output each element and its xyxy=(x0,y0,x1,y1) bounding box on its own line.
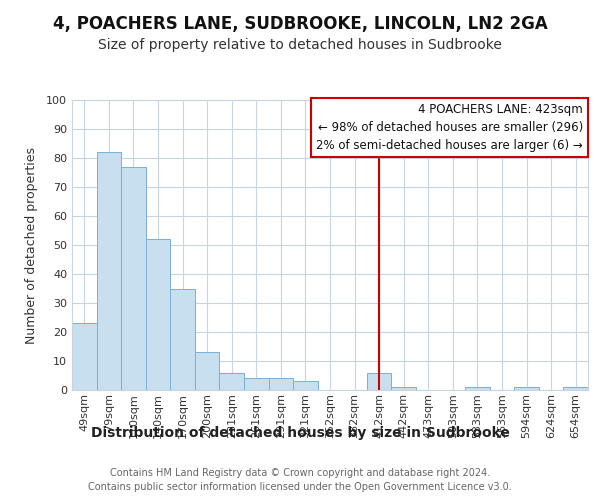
Bar xyxy=(146,239,170,390)
Bar xyxy=(293,382,318,390)
Text: Contains public sector information licensed under the Open Government Licence v3: Contains public sector information licen… xyxy=(88,482,512,492)
Bar xyxy=(72,324,97,390)
Bar xyxy=(563,387,588,390)
Bar xyxy=(170,288,195,390)
Bar xyxy=(97,152,121,390)
Bar xyxy=(514,387,539,390)
Y-axis label: Number of detached properties: Number of detached properties xyxy=(25,146,38,344)
Text: 4, POACHERS LANE, SUDBROOKE, LINCOLN, LN2 2GA: 4, POACHERS LANE, SUDBROOKE, LINCOLN, LN… xyxy=(53,15,547,33)
Text: Distribution of detached houses by size in Sudbrooke: Distribution of detached houses by size … xyxy=(91,426,509,440)
Bar xyxy=(220,372,244,390)
Text: 4 POACHERS LANE: 423sqm
← 98% of detached houses are smaller (296)
2% of semi-de: 4 POACHERS LANE: 423sqm ← 98% of detache… xyxy=(316,103,583,152)
Bar xyxy=(367,372,391,390)
Text: Size of property relative to detached houses in Sudbrooke: Size of property relative to detached ho… xyxy=(98,38,502,52)
Bar xyxy=(391,387,416,390)
Bar xyxy=(244,378,269,390)
Text: Contains HM Land Registry data © Crown copyright and database right 2024.: Contains HM Land Registry data © Crown c… xyxy=(110,468,490,477)
Bar xyxy=(195,352,220,390)
Bar xyxy=(269,378,293,390)
Bar xyxy=(465,387,490,390)
Bar xyxy=(121,166,146,390)
